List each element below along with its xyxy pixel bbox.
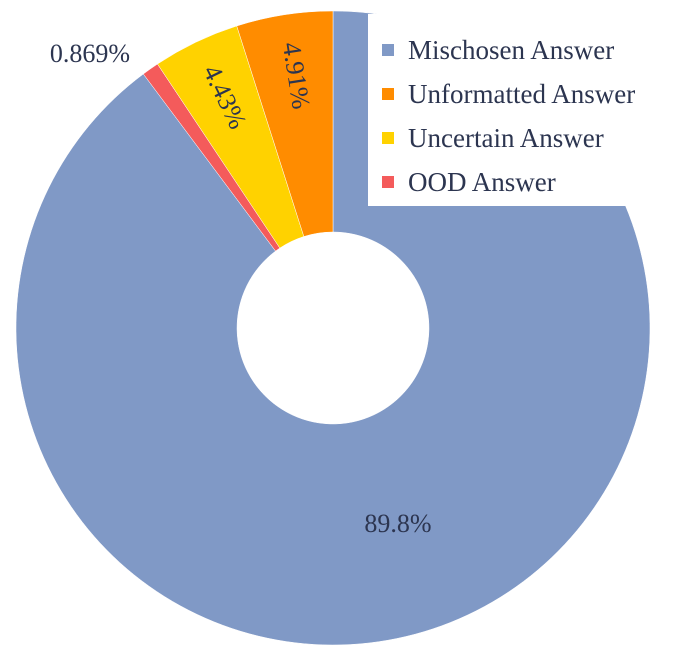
legend-item-ood[interactable]: OOD Answer (382, 160, 686, 204)
slice-label-mischosen-answer: 89.8% (364, 509, 431, 538)
legend-item-uncertain[interactable]: Uncertain Answer (382, 116, 686, 160)
legend-label-mischosen: Mischosen Answer (408, 34, 615, 65)
legend-label-ood: OOD Answer (408, 166, 556, 197)
legend-swatch-uncertain (382, 132, 394, 144)
legend-label-uncertain: Uncertain Answer (408, 122, 604, 153)
legend-swatch-mischosen (382, 44, 394, 56)
slice-label-ood-answer: 0.869% (50, 39, 130, 68)
legend: Mischosen Answer Unformatted Answer Unce… (368, 14, 686, 206)
legend-item-mischosen[interactable]: Mischosen Answer (382, 28, 686, 72)
legend-swatch-unformatted (382, 88, 394, 100)
slice-labels-group: 89.8%0.869%4.43% 4.91% (50, 39, 432, 538)
legend-label-unformatted: Unformatted Answer (408, 78, 636, 109)
slice-unformatted-answer[interactable] (236, 10, 334, 237)
legend-item-unformatted[interactable]: Unformatted Answer (382, 72, 686, 116)
legend-swatch-ood (382, 176, 394, 188)
